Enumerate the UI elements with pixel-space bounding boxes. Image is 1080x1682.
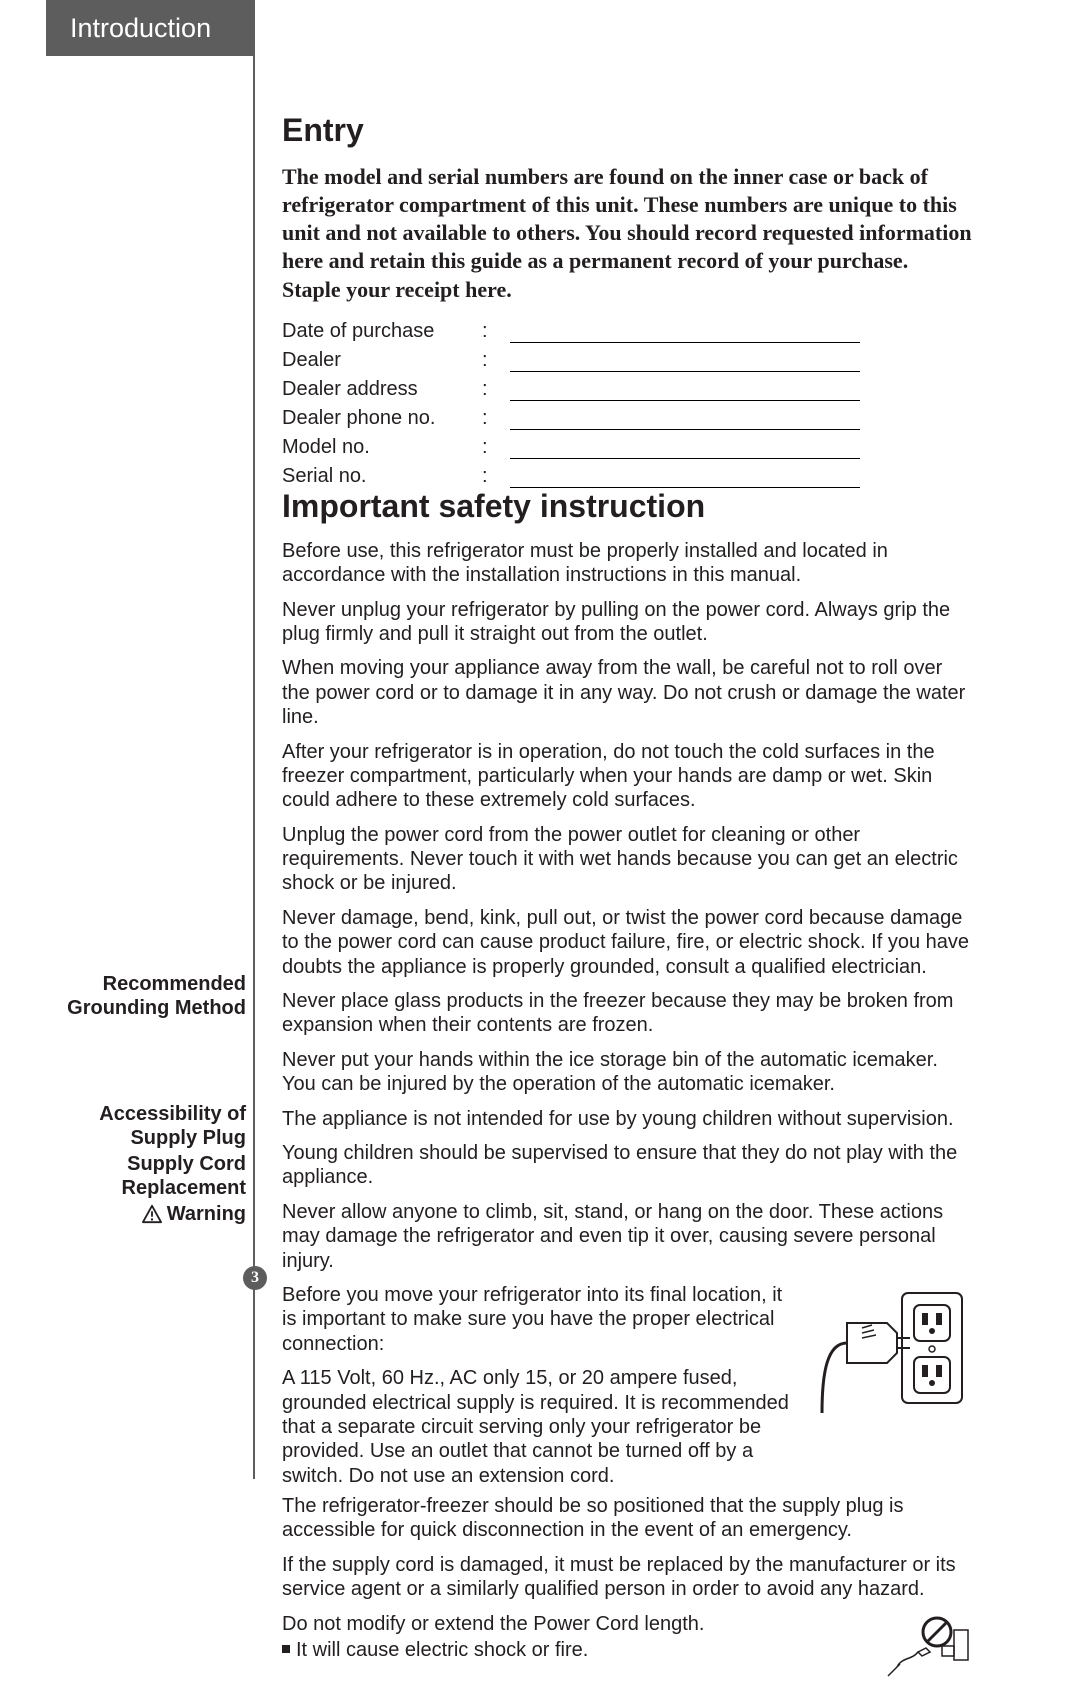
form-underline[interactable] [510,436,860,459]
grounding-p2: A 115 Volt, 60 Hz., AC only 15, or 20 am… [282,1366,792,1488]
form-underline[interactable] [510,378,860,401]
warning-block: Do not modify or extend the Power Cord l… [282,1612,972,1682]
safety-paragraph: Never allow anyone to climb, sit, stand,… [282,1200,972,1273]
no-extension-cord-icon [882,1612,972,1682]
warning-triangle-icon [141,1204,163,1224]
safety-paragraph: Never put your hands within the ice stor… [282,1048,972,1097]
safety-paragraph: After your refrigerator is in operation,… [282,740,972,813]
safety-paragraph: When moving your appliance away from the… [282,656,972,729]
safety-paragraph: The appliance is not intended for use by… [282,1107,972,1131]
safety-heading: Important safety instruction [282,488,972,525]
outlet-plug-icon [802,1283,972,1433]
form-underline[interactable] [510,465,860,488]
section-tab: Introduction [46,0,254,56]
form-colon: : [482,436,502,459]
form-underline[interactable] [510,407,860,430]
form-row: Model no. : [282,430,972,459]
side-label-grounding: Recommended Grounding Method [46,972,246,1020]
form-label: Dealer address [282,378,482,401]
safety-paragraph: Unplug the power cord from the power out… [282,823,972,896]
form-underline[interactable] [510,320,860,343]
form-row: Dealer : [282,343,972,372]
form-label: Model no. [282,436,482,459]
form-label: Serial no. [282,465,482,488]
form-colon: : [482,320,502,343]
accessibility-text: The refrigerator-freezer should be so po… [282,1494,972,1543]
grounding-block: Before you move your refrigerator into i… [282,1283,972,1494]
form-underline[interactable] [510,349,860,372]
entry-heading: Entry [282,112,972,149]
form-colon: : [482,407,502,430]
entry-form: Date of purchase : Dealer : Dealer addre… [282,314,972,488]
form-row: Dealer phone no. : [282,401,972,430]
side-label-replacement: Supply Cord Replacement [46,1152,246,1200]
replacement-text: If the supply cord is damaged, it must b… [282,1553,1002,1602]
page: Introduction Entry The model and serial … [0,0,1080,1479]
page-number: 3 [251,1269,259,1287]
safety-paragraph: Never place glass products in the freeze… [282,989,972,1038]
grounding-p1: Before you move your refrigerator into i… [282,1283,792,1356]
safety-paragraph: Young children should be supervised to e… [282,1141,972,1190]
page-number-badge: 3 [243,1266,267,1290]
side-label-accessibility: Accessibility of Supply Plug [46,1102,246,1150]
form-row: Date of purchase : [282,314,972,343]
form-label: Date of purchase [282,320,482,343]
form-row: Serial no. : [282,459,972,488]
warning-line1: Do not modify or extend the Power Cord l… [282,1612,872,1636]
form-colon: : [482,349,502,372]
section-tab-label: Introduction [70,13,211,44]
side-label-warning-text: Warning [167,1202,246,1226]
content-column: Entry The model and serial numbers are f… [282,112,972,1682]
form-colon: : [482,465,502,488]
warning-line2: It will cause electric shock or fire. [282,1638,872,1662]
vertical-rule [253,0,255,1479]
form-colon: : [482,378,502,401]
form-label: Dealer phone no. [282,407,482,430]
safety-paragraph: Before use, this refrigerator must be pr… [282,539,972,588]
entry-intro: The model and serial numbers are found o… [282,163,972,304]
bullet-icon [282,1645,290,1653]
warning-line2-text: It will cause electric shock or fire. [296,1639,588,1661]
form-row: Dealer address : [282,372,972,401]
safety-paragraph: Never unplug your refrigerator by pullin… [282,598,972,647]
form-label: Dealer [282,349,482,372]
safety-paragraph: Never damage, bend, kink, pull out, or t… [282,906,972,979]
side-label-warning: Warning [46,1202,246,1230]
